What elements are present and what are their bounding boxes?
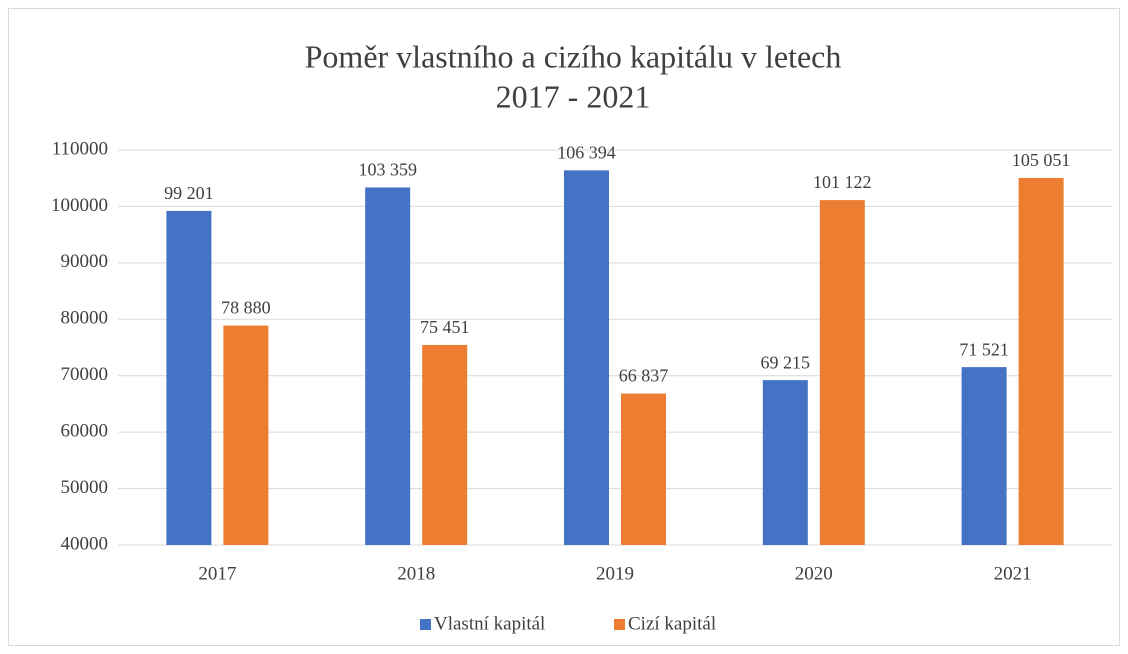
bar [819, 200, 865, 545]
bar [762, 380, 808, 545]
data-label: 78 880 [221, 298, 271, 318]
y-tick-label: 60000 [61, 421, 109, 442]
legend-swatch [614, 619, 625, 630]
bar [621, 393, 666, 545]
bar [564, 170, 609, 545]
bar [961, 367, 1007, 545]
legend-label: Cizí kapitál [628, 613, 716, 634]
data-label: 106 394 [557, 142, 616, 162]
bar [365, 187, 411, 545]
data-label: 103 359 [358, 160, 417, 180]
x-tick-label: 2018 [397, 563, 435, 584]
y-tick-label: 70000 [61, 364, 109, 385]
chart-title: Poměr vlastního a cizího kapitálu v lete… [305, 38, 842, 74]
chart-title: 2017 - 2021 [496, 78, 651, 114]
y-tick-label: 80000 [61, 308, 109, 329]
data-label: 69 215 [761, 352, 811, 372]
x-tick-label: 2019 [596, 563, 634, 584]
x-tick-label: 2021 [994, 563, 1032, 584]
bar [422, 344, 468, 545]
bar [166, 210, 212, 546]
data-label: 101 122 [813, 172, 872, 192]
data-label: 105 051 [1012, 150, 1071, 170]
legend-swatch [420, 619, 431, 630]
data-label: 66 837 [619, 366, 669, 386]
y-tick-label: 100000 [51, 195, 108, 216]
data-label: 75 451 [420, 317, 470, 337]
y-tick-label: 40000 [61, 533, 109, 554]
x-tick-label: 2017 [198, 563, 236, 584]
legend-label: Vlastní kapitál [434, 613, 545, 634]
y-tick-label: 90000 [61, 251, 109, 272]
data-label: 99 201 [164, 183, 214, 203]
data-label: 71 521 [959, 339, 1009, 359]
y-tick-label: 50000 [61, 477, 109, 498]
bar [223, 325, 269, 545]
x-tick-label: 2020 [795, 563, 833, 584]
bar [1018, 177, 1064, 545]
y-tick-label: 110000 [52, 138, 108, 159]
